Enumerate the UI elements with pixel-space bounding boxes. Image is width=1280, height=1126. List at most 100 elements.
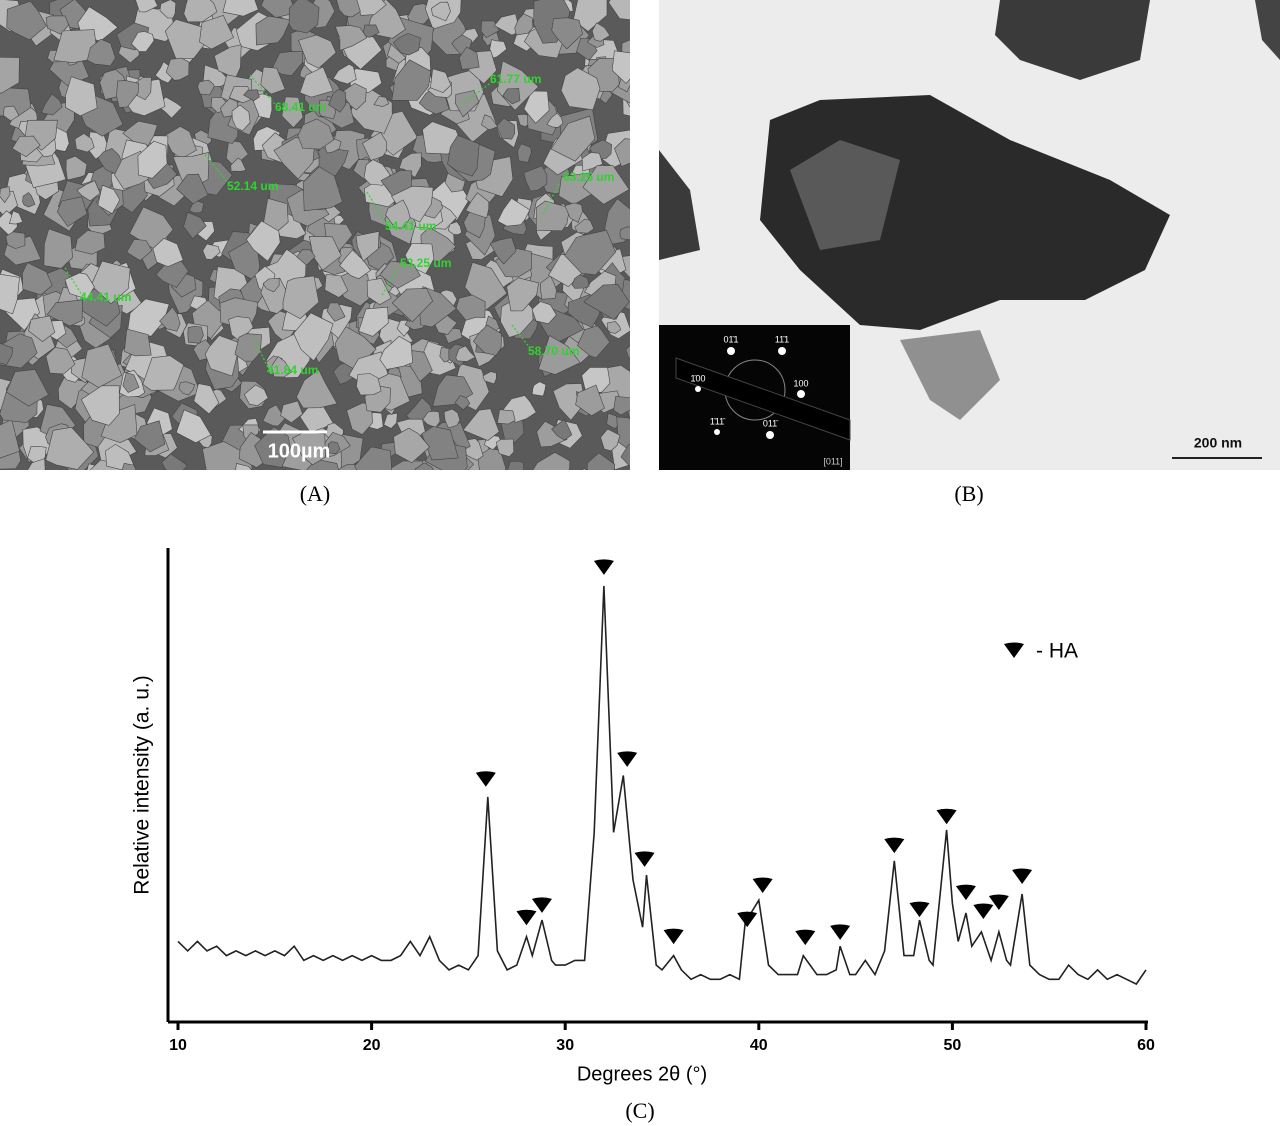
grain [473,324,502,356]
measurement-label: 61.77 um [490,72,541,86]
grain [481,114,499,131]
grain [56,196,88,227]
beam-stop [675,357,851,441]
grain [564,229,616,276]
grain [583,284,630,321]
grain [600,428,621,452]
grain [46,299,83,327]
grain [81,343,123,388]
grain [121,463,137,470]
measurement-label: 44.41 um [80,290,131,304]
grain [514,13,534,36]
measurement-label: 53.25 um [400,256,451,270]
grain [482,371,497,385]
grain [65,76,98,117]
measurement-label: 54.41 um [385,219,436,233]
measure-line [381,267,399,296]
grain [447,221,462,235]
grain [197,79,215,96]
grain [187,326,204,344]
grain [6,369,49,407]
grain [45,15,70,35]
grain [296,369,338,409]
grain [523,90,550,124]
grain [324,273,349,298]
ha-marker [1012,868,1033,884]
grain [582,165,630,205]
diffraction-label: 011̄ [763,418,779,428]
x-tick-label: 20 [363,1037,381,1054]
measure-line [204,154,231,186]
diffraction-spot [766,431,774,439]
grain [551,419,573,441]
grain [581,367,611,393]
grain [308,236,342,271]
grain [608,0,630,20]
grain [45,347,76,375]
grain [86,38,116,67]
diffraction-label: 100 [793,378,808,388]
measurement-label: 41.84 um [267,363,318,377]
particle [659,150,700,260]
grain [625,344,630,359]
grain [271,51,303,77]
grain [458,46,480,70]
grain [124,328,152,357]
grain [430,68,452,93]
grain [398,152,422,178]
grain [27,458,46,470]
grain [497,409,516,425]
grain [135,0,159,13]
grain [379,335,414,370]
grain [355,230,380,262]
grain [506,277,539,312]
ha-marker [830,924,851,940]
zone-axis: [011] [823,456,842,466]
ha-marker [634,851,655,867]
particle-edge [900,330,1000,420]
grain [336,0,361,18]
grain [626,407,630,421]
grain [586,452,615,470]
grain [546,112,564,128]
xrd-chart: 10 20 30 40 50 60 Degrees 2θ (°) Relative inten… [131,548,1155,1085]
ha-marker [973,903,994,920]
grain [57,377,88,410]
grain [193,383,220,415]
grain [175,409,212,444]
grain [447,135,480,177]
grain [282,275,320,319]
measurement-label: 68.41 um [275,100,326,114]
ha-marker [988,894,1009,911]
grain [571,274,590,289]
grain [9,210,24,225]
sem-image: 68.41 um 61.77 um 52.14 um 63.25 um 54.41 um… [0,0,630,470]
grain [577,325,611,359]
grain [356,373,382,396]
grain [126,238,153,261]
grain [455,345,476,362]
ha-marker [516,909,537,926]
grain [245,220,281,262]
grain [243,89,260,102]
grain [455,294,486,321]
ha-marker [936,808,957,825]
grain [293,312,334,362]
grain [326,302,346,322]
grain [222,0,259,17]
grain [76,180,101,202]
grain [65,155,88,181]
grain [465,192,490,219]
grain [178,381,196,396]
x-tick-label: 10 [169,1037,187,1054]
scale-label: 100µm [268,440,331,462]
grain [540,275,557,300]
grain [260,66,286,95]
measure-line [511,324,531,349]
grain [155,253,189,288]
grain [332,63,357,85]
grain [231,104,251,132]
grain [560,67,601,111]
grain [97,148,122,174]
grain [230,157,247,172]
